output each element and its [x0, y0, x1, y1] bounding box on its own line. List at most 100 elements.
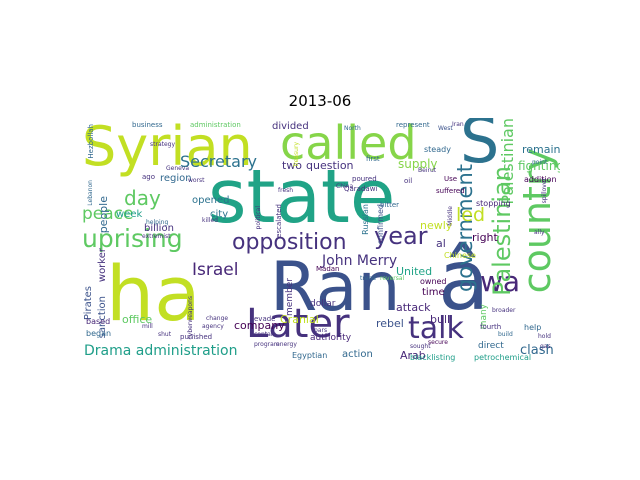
word-dollar: dollar — [310, 299, 336, 309]
word-spillover: spillover — [541, 178, 548, 204]
word-remain: remain — [522, 143, 560, 156]
word-use: Use — [444, 175, 458, 183]
chart-title: 2013-06 — [288, 92, 352, 110]
word-israel: Israel — [192, 260, 239, 280]
word-political: political — [255, 206, 262, 230]
word-poured: poured — [352, 175, 377, 183]
word-gas: gas — [540, 343, 551, 350]
word-owned: owned — [420, 277, 447, 286]
word-hold: hold — [538, 333, 551, 340]
word-led: led — [456, 204, 486, 226]
word-fourth: fourth — [480, 323, 502, 331]
word-ran: Ran — [270, 248, 401, 327]
word-reversal: reversal — [380, 275, 405, 282]
word-al: al — [436, 237, 446, 250]
word-time: time — [422, 287, 445, 298]
word-ha: ha — [106, 249, 201, 338]
word-energy: energy — [276, 341, 297, 348]
word-drama-admin: Drama administration — [84, 343, 238, 359]
word-called: called — [280, 118, 417, 170]
word-punished: punished — [180, 333, 213, 341]
word-week: week — [116, 209, 143, 220]
word-trend: trend — [360, 275, 376, 282]
word-strategy: strategy — [150, 141, 176, 148]
word-china: China — [336, 183, 354, 190]
word-petrochemical: petrochemical — [474, 353, 532, 362]
word-secretary: Secretary — [180, 152, 257, 171]
word-began: began — [86, 329, 112, 338]
word-steady: steady — [424, 145, 451, 154]
word-divided: divided — [272, 121, 309, 132]
word-two: two — [282, 159, 303, 172]
word-city: city — [210, 209, 229, 220]
word-bitter: bitter — [380, 201, 400, 209]
word-fighting: fighting — [518, 159, 560, 173]
word-year: year — [374, 222, 428, 250]
word-arab: Arab — [400, 349, 426, 362]
word-help: help — [524, 323, 542, 332]
word-palestinian-small: Palestinian — [498, 118, 517, 205]
word-worst: worst — [188, 177, 205, 184]
word-sought: sought — [410, 343, 431, 350]
word-people: people — [97, 196, 110, 234]
word-clash: clash — [520, 343, 554, 358]
word-mill: mill — [142, 323, 153, 330]
word-middle: Middle — [447, 206, 454, 226]
word-region: region — [160, 173, 192, 184]
word-point: point — [532, 159, 548, 166]
word-action: action — [342, 349, 373, 360]
word-qaradawi: Qaradawi — [344, 185, 378, 193]
word-blacklisting: blacklisting — [410, 353, 456, 362]
word-worker: worker — [97, 248, 108, 283]
word-helping: helping — [146, 219, 169, 226]
word-member: member — [285, 278, 295, 317]
word-a-circ: â — [438, 231, 490, 329]
word-extremist: extremist — [142, 233, 171, 240]
word-government: government — [453, 164, 477, 293]
word-agency: agency — [202, 323, 224, 330]
word-stopping: stopping — [476, 199, 511, 208]
word-peace: peace — [82, 204, 134, 224]
word-attack: attack — [396, 301, 431, 314]
word-geneva: Geneva — [166, 165, 190, 172]
word-first: first — [366, 155, 380, 163]
word-egyptian: Egyptian — [292, 351, 328, 360]
word-office: office — [122, 313, 153, 326]
word-chinese: Chinese — [444, 251, 476, 260]
word-newly: newly — [420, 219, 453, 232]
word-opened: opened — [192, 195, 230, 206]
word-represent: represent — [396, 121, 430, 129]
word-united: United — [396, 265, 433, 278]
word-west: West — [438, 125, 453, 132]
word-opposition: opposition — [232, 230, 347, 255]
word-state: state — [208, 154, 396, 240]
word-s: S — [460, 118, 500, 177]
word-pirates: Pirates — [83, 286, 94, 321]
word-iran: Iran — [452, 121, 464, 128]
word-ally: ally — [534, 229, 545, 236]
word-program: program — [254, 341, 280, 348]
word-killed: killed — [202, 217, 218, 224]
word-north: North — [344, 125, 361, 132]
word-hezbollah: Hezbollah — [87, 124, 95, 159]
word-question: question — [306, 159, 354, 172]
word-business: business — [132, 121, 163, 129]
word-uprising: uprising — [82, 224, 183, 253]
word-change: change — [206, 315, 229, 322]
word-day: day — [124, 186, 161, 210]
word-bull: bull — [430, 313, 451, 326]
word-wa: wa — [480, 265, 521, 298]
word-later: Later — [246, 301, 350, 347]
word-build: build — [498, 331, 513, 338]
word-john-merry: John Merry — [322, 253, 398, 269]
word-oil: oil — [404, 177, 413, 185]
word-escalated: escalated — [275, 204, 283, 238]
word-supply: supply — [398, 157, 438, 171]
word-cloud: Syrian called S state ha Ran â Later tal… — [80, 118, 560, 364]
word-contain: contain — [254, 331, 277, 338]
word-addition: addition — [524, 175, 557, 184]
word-shut: shut — [158, 331, 172, 338]
word-confirmed: confirmed — [376, 204, 385, 245]
word-secure: secure — [428, 339, 448, 346]
word-treasury: Treasury — [293, 142, 300, 168]
